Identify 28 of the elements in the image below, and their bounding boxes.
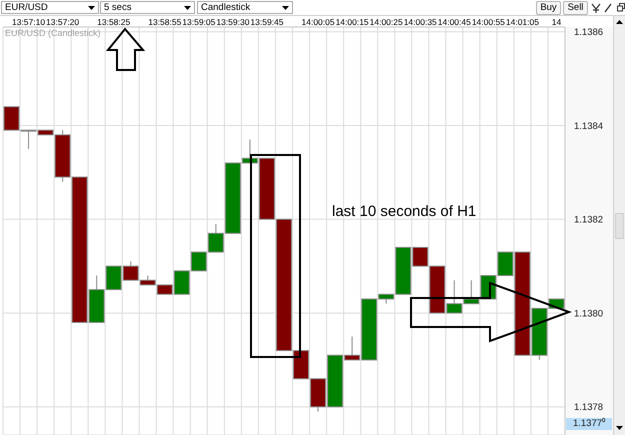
x-tick-label: 13:59:05 (182, 17, 216, 27)
x-tick-label: 14 (552, 17, 562, 27)
x-tick-label: 13:57:20 (46, 17, 80, 27)
x-tick-label: 14:01:05 (506, 17, 540, 27)
x-tick-label: 14:00:55 (472, 17, 506, 27)
annotation: last 10 seconds of H1 (332, 203, 476, 220)
dropdown: 5 secs (100, 1, 195, 14)
y-tick-label: 1.1378 (574, 402, 604, 414)
x-tick-label: 14:00:45 (438, 17, 472, 27)
dropdown: Candlestick (197, 1, 293, 14)
y-tick-label: 1.1386 (574, 27, 604, 38)
x-tick-label: 13:58:25 (97, 17, 131, 27)
x-tick-label: 14:00:05 (302, 17, 335, 27)
x-tick-label: 14:00:35 (404, 17, 438, 27)
x-tick-label: 13:57:10 (12, 17, 46, 27)
y-tick-label: 1.1382 (574, 214, 604, 226)
button: Buy (536, 1, 561, 15)
x-tick-label: 13:59:45 (250, 17, 284, 27)
dropdown: EUR/USD (1, 1, 99, 14)
chart-title: EUR/USD (Candlestick) (5, 28, 101, 38)
button: Sell (563, 1, 588, 15)
y-tick-label: 1.1384 (574, 120, 604, 132)
x-tick-label: 13:58:55 (148, 17, 182, 27)
x-tick-label: 14:00:25 (370, 17, 403, 27)
x-tick-label: 14:00:15 (336, 17, 369, 27)
text: 1.1377⁰ (566, 418, 612, 430)
y-tick-label: 1.1380 (574, 308, 604, 320)
x-tick-label: 13:59:30 (216, 17, 250, 27)
